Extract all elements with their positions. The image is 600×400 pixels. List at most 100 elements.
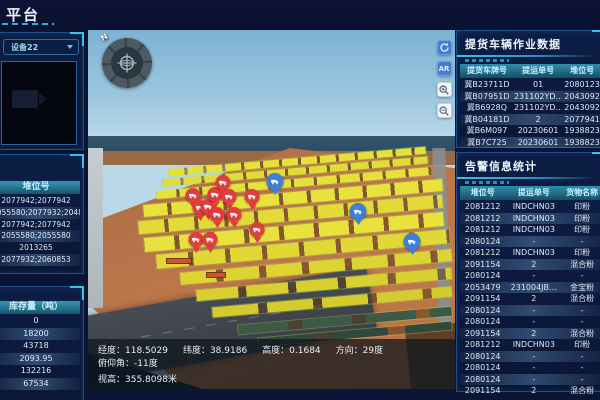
table-row[interactable]: 2081212 INDCHN03 印粉 <box>460 201 600 213</box>
status-line-1: 经度：118.5029 纬度：38.9186 高度：0.1684 方向：29度俯仰角：… <box>98 343 445 369</box>
table-row[interactable]: 2080124 - - <box>460 350 600 362</box>
table-row[interactable]: 2080124 - - <box>460 316 600 328</box>
status-item: 纬度：38.9186 <box>182 346 248 356</box>
table-row[interactable]: 2080124 - - <box>460 362 600 374</box>
table-row[interactable]: 冀B07951D 231102YD… 2043092 <box>460 90 600 102</box>
table-row[interactable]: 2081212 INDCHN03 印粉 <box>460 212 600 224</box>
table-row[interactable]: 冀B7C725 20230601 1938823 <box>460 136 600 148</box>
stack-table-body: 2077942;20779422055580;2077932;2048…2077… <box>0 195 80 266</box>
red-truck-pin[interactable] <box>226 207 242 222</box>
table-cell: 2 <box>531 294 537 304</box>
table-row[interactable]: 冀B6M097 20230601 1938823 <box>460 125 600 137</box>
table-row[interactable]: 67534 <box>0 377 80 390</box>
table-cell: 2053479 <box>464 282 501 292</box>
table-row[interactable]: 2091154 2 混合粉 <box>460 327 600 339</box>
camera-feed[interactable] <box>1 61 77 145</box>
table-row[interactable]: 2053479 231004JB… 金宝粉 <box>460 281 600 293</box>
table-cell: 印粉 <box>574 202 591 212</box>
compass-gimbal-icon <box>111 47 143 79</box>
table-cell: 2 <box>535 114 541 124</box>
truck-icon <box>225 194 233 200</box>
table-row[interactable]: 2081212 INDCHN03 印粉 <box>460 247 600 259</box>
table-row[interactable]: 2080124 - - <box>460 373 600 385</box>
scroll-dots[interactable] <box>465 181 509 184</box>
table-cell: 2080124 <box>464 374 501 384</box>
gantry-crane <box>206 272 226 278</box>
table-row[interactable]: 2091154 2 混合粉 <box>460 293 600 305</box>
magnifier-minus-icon <box>439 105 449 116</box>
chevron-down-icon <box>67 45 73 49</box>
table-row[interactable]: 2093.95 <box>0 352 80 365</box>
blue-truck-pin[interactable] <box>403 233 421 250</box>
truck-icon <box>354 209 362 215</box>
table-cell: 冀B6M097 <box>466 126 508 136</box>
table-row[interactable]: 2077932;2060853 <box>0 253 80 266</box>
table-row[interactable]: 132216 <box>20 366 52 375</box>
table-row[interactable]: 2091154 2 混合粉 <box>460 385 600 397</box>
reset-view-button[interactable] <box>436 40 452 55</box>
table-row[interactable]: 0 <box>33 316 39 325</box>
red-truck-pin[interactable] <box>215 175 231 190</box>
status-item: 高度：0.1684 <box>262 346 321 356</box>
table-row[interactable]: 2055580;2055580 <box>0 230 80 243</box>
red-truck-pin[interactable] <box>185 188 201 203</box>
truck-icon <box>206 237 214 243</box>
scroll-dots[interactable] <box>465 59 509 62</box>
blue-truck-pin[interactable] <box>266 173 284 190</box>
table-cell: 印粉 <box>574 340 591 350</box>
vehicle-jobs-title: 提货车辆作业数据 <box>465 38 561 51</box>
device-dropdown[interactable]: 设备22 <box>3 39 79 55</box>
table-row[interactable]: 2055580;2077932;2048… <box>0 206 80 219</box>
truck-icon <box>230 212 238 218</box>
table-row[interactable]: 2080124 - - <box>460 235 600 247</box>
table-row[interactable]: 18200 <box>0 327 80 340</box>
table-cell: 231102YD… <box>513 91 563 101</box>
table-row[interactable]: 2081212 INDCHN03 印粉 <box>460 224 600 236</box>
table-cell: 混合粉 <box>570 386 595 396</box>
map-3d-view[interactable]: N AR <box>88 30 455 400</box>
alarm-stats-title: 告警信息统计 <box>465 160 537 173</box>
table-cell: 2091154 <box>464 386 501 396</box>
truck-icon <box>189 193 197 199</box>
inventory-panel: 库存量（吨） 0 18200 43718 2093.95 132216 67534 <box>0 286 84 400</box>
table-row[interactable]: 冀B04181D 2 2077941 <box>460 113 600 125</box>
col-stack: 堆位号 <box>570 66 595 75</box>
table-cell: - <box>532 305 536 315</box>
table-row[interactable]: 冀B23711D 01 2080123 <box>460 79 600 91</box>
table-row[interactable]: 冀B6928Q 231102YD… 2043092 <box>460 102 600 114</box>
table-cell: 20230601 <box>517 137 559 147</box>
red-truck-pin[interactable] <box>209 207 225 222</box>
table-row[interactable]: 2077942;2077942 <box>1 219 71 229</box>
zoom-out-button[interactable] <box>436 103 452 118</box>
col-plate: 提货车牌号 <box>466 66 507 75</box>
ar-mode-button[interactable]: AR <box>436 61 452 76</box>
table-row[interactable]: 2080124 - - <box>460 304 600 316</box>
table-cell: 混合粉 <box>570 294 595 304</box>
red-truck-pin[interactable] <box>188 232 204 247</box>
red-truck-pin[interactable] <box>249 222 265 237</box>
table-cell: 2080124 <box>464 317 501 327</box>
vehicle-jobs-body: 冀B23711D 01 2080123 冀B07951D 231102YD… 204309… <box>460 79 600 148</box>
table-row[interactable]: 43718 <box>23 341 49 350</box>
table-row[interactable]: 2091154 2 混合粉 <box>460 258 600 270</box>
table-cell: 冀B04181D <box>464 114 510 124</box>
table-cell: INDCHN03 <box>512 202 555 212</box>
table-row[interactable]: 2081212 INDCHN03 印粉 <box>460 339 600 351</box>
red-truck-pin[interactable] <box>244 189 260 204</box>
table-row[interactable]: 2013265 <box>19 243 53 253</box>
blue-truck-pin[interactable] <box>349 203 367 220</box>
table-cell: - <box>580 271 584 281</box>
zoom-in-button[interactable] <box>436 82 452 97</box>
camera-icon <box>12 90 47 108</box>
table-cell: - <box>580 351 584 361</box>
table-cell: 2080124 <box>464 363 501 373</box>
table-row[interactable]: 2080124 - - <box>460 270 600 282</box>
table-cell: INDCHN03 <box>512 213 555 223</box>
table-cell: 金宝粉 <box>570 282 595 292</box>
red-truck-pin[interactable] <box>221 189 237 204</box>
red-truck-pin[interactable] <box>202 232 218 247</box>
table-cell: - <box>580 236 584 246</box>
compass[interactable]: N <box>99 32 152 88</box>
table-row[interactable]: 2077942;2077942 <box>1 196 71 205</box>
table-cell: 混合粉 <box>570 328 595 338</box>
